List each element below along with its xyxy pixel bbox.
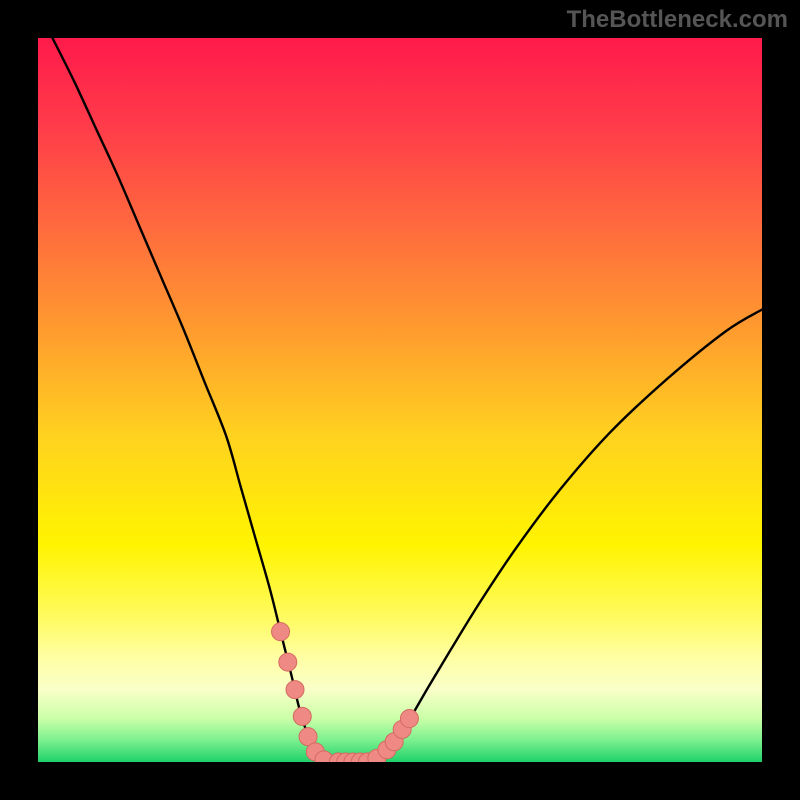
plot-area [38, 38, 762, 762]
chart-svg [38, 38, 762, 762]
data-marker [400, 710, 418, 728]
data-marker [293, 707, 311, 725]
gradient-background [38, 38, 762, 762]
data-marker [272, 623, 290, 641]
chart-container: TheBottleneck.com [0, 0, 800, 800]
data-marker [279, 653, 297, 671]
watermark-label: TheBottleneck.com [567, 6, 788, 34]
data-marker [286, 681, 304, 699]
